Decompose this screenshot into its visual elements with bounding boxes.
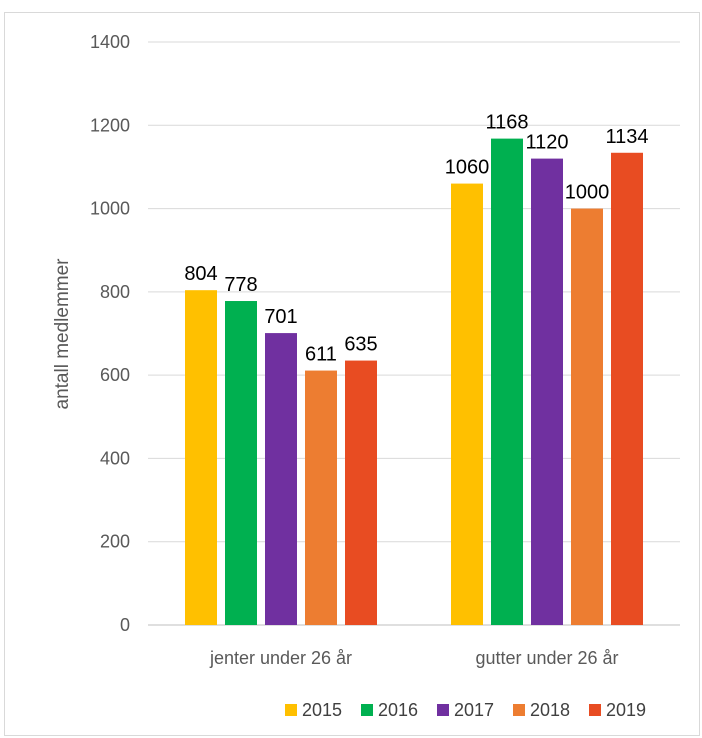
data-label: 778: [224, 274, 257, 296]
x-category-label: gutter under 26 år: [475, 648, 618, 668]
category-labels: jenter under 26 år gutter under 26 år: [209, 648, 619, 668]
legend-swatch-2018: [513, 704, 525, 716]
y-tick-label: 1400: [90, 32, 130, 52]
bar-2018: [571, 208, 603, 626]
legend-label: 2019: [606, 700, 646, 720]
y-tick-label: 200: [100, 532, 130, 552]
bar-2017: [265, 333, 297, 625]
y-tick-label: 1000: [90, 199, 130, 219]
bar-2016: [491, 138, 523, 625]
bar-2019: [345, 360, 377, 625]
legend-swatch-2019: [589, 704, 601, 716]
data-label: 635: [344, 334, 377, 356]
data-label: 1000: [565, 182, 610, 204]
legend-swatch-2015: [285, 704, 297, 716]
data-label: 1134: [605, 126, 648, 148]
legend: 2015 2016 2017 2018 2019: [285, 700, 646, 720]
data-label: 611: [305, 344, 337, 366]
bar-2018: [305, 370, 337, 625]
data-label: 804: [184, 263, 217, 285]
legend-label: 2017: [454, 700, 494, 720]
x-category-label: jenter under 26 år: [209, 648, 352, 668]
legend-label: 2018: [530, 700, 570, 720]
bar-2016: [225, 301, 257, 625]
bar-2019: [611, 152, 643, 625]
bars: [185, 138, 643, 626]
legend-swatch-2017: [437, 704, 449, 716]
data-label: 701: [264, 306, 297, 328]
y-tick-label: 800: [100, 282, 130, 302]
y-tick-label: 0: [120, 615, 130, 635]
data-label: 1168: [485, 112, 528, 134]
legend-swatch-2016: [361, 704, 373, 716]
bar-2015: [451, 183, 483, 626]
bar-2015: [185, 290, 217, 625]
y-axis-ticks: 0 200 400 600 800 1000 1200 1400: [90, 32, 130, 635]
data-label: 1120: [525, 132, 568, 154]
y-tick-label: 400: [100, 448, 130, 468]
data-label: 1060: [445, 157, 490, 179]
legend-label: 2015: [302, 700, 342, 720]
y-axis-label: antall medlemmer: [52, 258, 73, 410]
y-tick-label: 1200: [90, 115, 130, 135]
legend-label: 2016: [378, 700, 418, 720]
bar-2017: [531, 158, 563, 625]
y-tick-label: 600: [100, 365, 130, 385]
